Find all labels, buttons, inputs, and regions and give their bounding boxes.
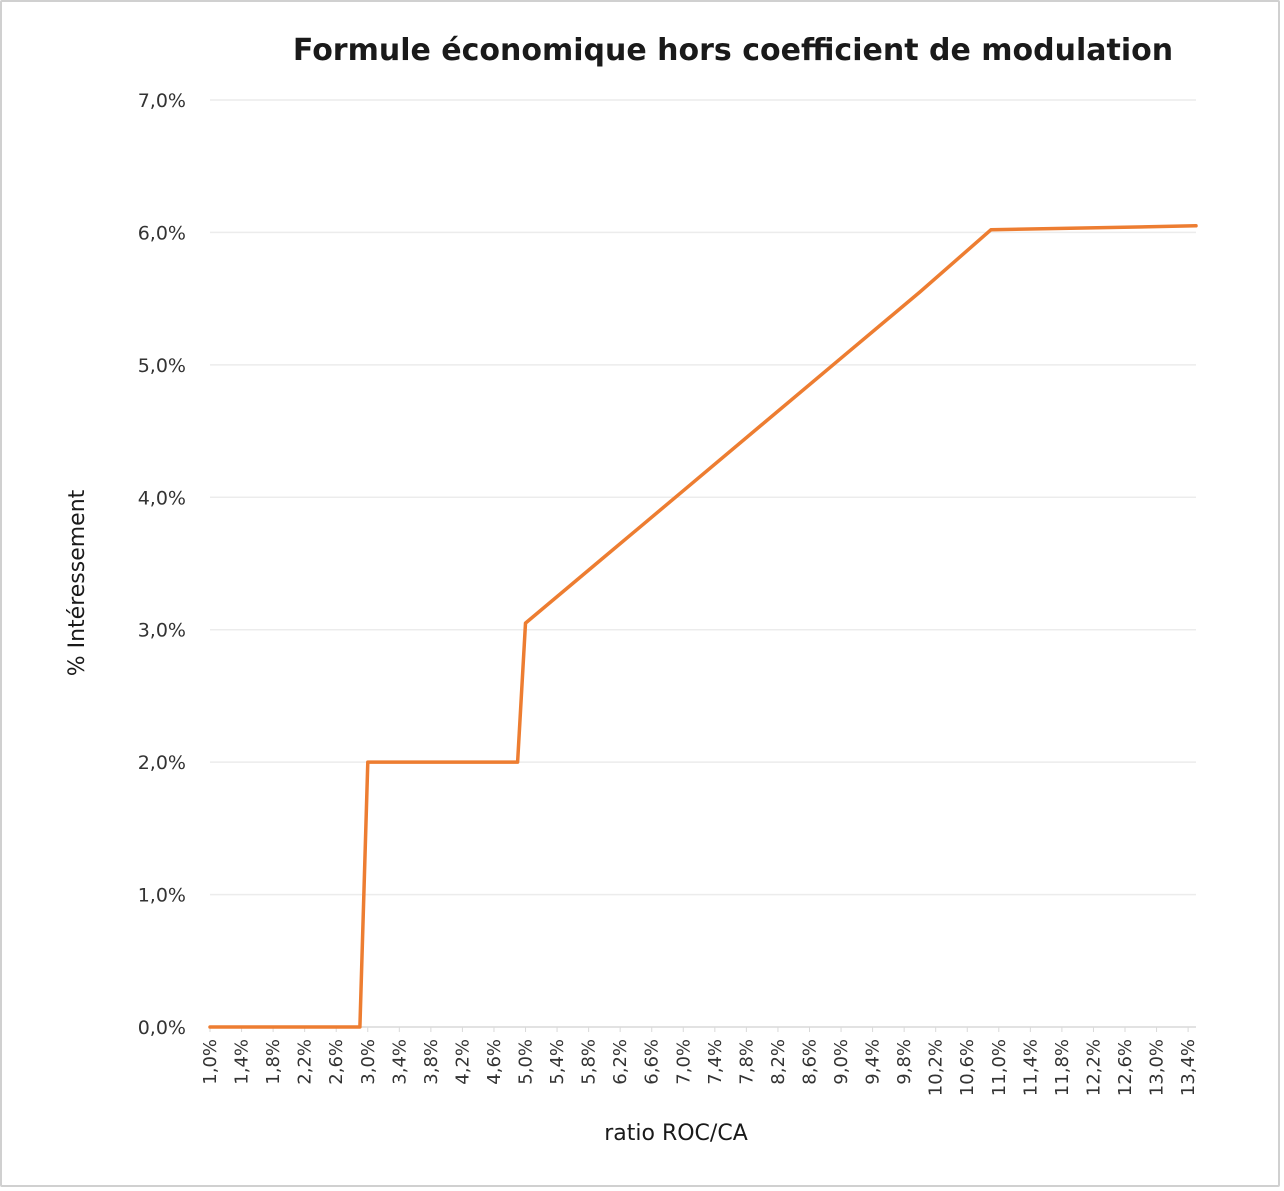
gridlines xyxy=(210,99,1196,896)
x-tick-label: 4,6% xyxy=(484,1039,505,1085)
x-tick-label: 1,0% xyxy=(200,1039,221,1085)
y-tick-label: 4,0% xyxy=(138,487,186,509)
x-tick-label: 4,2% xyxy=(452,1039,473,1085)
chart-title: Formule économique hors coefficient de m… xyxy=(293,33,1173,68)
y-tick-label: 7,0% xyxy=(138,90,186,112)
x-tick-label: 3,0% xyxy=(358,1039,379,1085)
x-tick-label: 9,0% xyxy=(831,1039,852,1085)
y-tick-label: 3,0% xyxy=(138,620,186,642)
x-tick-label: 5,4% xyxy=(547,1039,568,1085)
x-tick-label: 11,0% xyxy=(989,1039,1010,1096)
x-tick-label: 7,0% xyxy=(673,1039,694,1085)
y-tick-label: 6,0% xyxy=(138,222,186,244)
y-tick-label: 1,0% xyxy=(138,885,186,907)
x-tick-label: 5,8% xyxy=(579,1039,600,1085)
x-tick-label: 1,4% xyxy=(232,1039,253,1085)
y-axis-label: % Intéressement xyxy=(65,489,90,676)
y-tick-label: 5,0% xyxy=(138,355,186,377)
x-tick-label: 3,8% xyxy=(421,1039,442,1085)
x-tick-label: 9,4% xyxy=(863,1039,884,1085)
x-tick-label: 10,6% xyxy=(957,1039,978,1096)
x-axis-label: ratio ROC/CA xyxy=(604,1121,748,1146)
x-tick-label: 3,4% xyxy=(389,1039,410,1085)
x-tick-label: 2,6% xyxy=(326,1039,347,1085)
x-tick-label: 1,8% xyxy=(263,1039,284,1085)
x-tick-label: 7,8% xyxy=(736,1039,757,1085)
y-axis-ticks: 0,0% 1,0% 2,0% 3,0% 4,0% 5,0% 6,0% 7,0% xyxy=(138,90,186,1039)
x-tick-label: 12,2% xyxy=(1083,1039,1104,1096)
y-tick-label: 2,0% xyxy=(138,752,186,774)
x-tick-label: 8,2% xyxy=(768,1039,789,1085)
x-tick-label: 2,2% xyxy=(295,1039,316,1085)
x-tick-label: 6,6% xyxy=(642,1039,663,1085)
x-tick-label: 11,4% xyxy=(1020,1039,1041,1096)
x-tick-label: 6,2% xyxy=(610,1039,631,1085)
x-tick-label: 7,4% xyxy=(705,1039,726,1085)
x-tick-label: 13,0% xyxy=(1147,1039,1168,1096)
x-tick-label: 8,6% xyxy=(799,1039,820,1085)
series-layer xyxy=(208,224,1198,1029)
x-tick-label: 10,2% xyxy=(926,1039,947,1096)
series-line xyxy=(208,224,1198,1029)
x-tick-label: 5,0% xyxy=(516,1039,537,1085)
x-tick-label: 13,4% xyxy=(1178,1039,1199,1096)
x-tick-label: 9,8% xyxy=(894,1039,915,1085)
x-axis-ticks: 1,0% 1,4% 1,8% 2,2% 2,6% 3,0% 3,4% 3,8% 4,2% 4,6%… xyxy=(200,1027,1199,1096)
x-tick-label: 12,6% xyxy=(1115,1039,1136,1096)
x-tick-label: 11,8% xyxy=(1052,1039,1073,1096)
y-tick-label: 0,0% xyxy=(138,1017,186,1039)
